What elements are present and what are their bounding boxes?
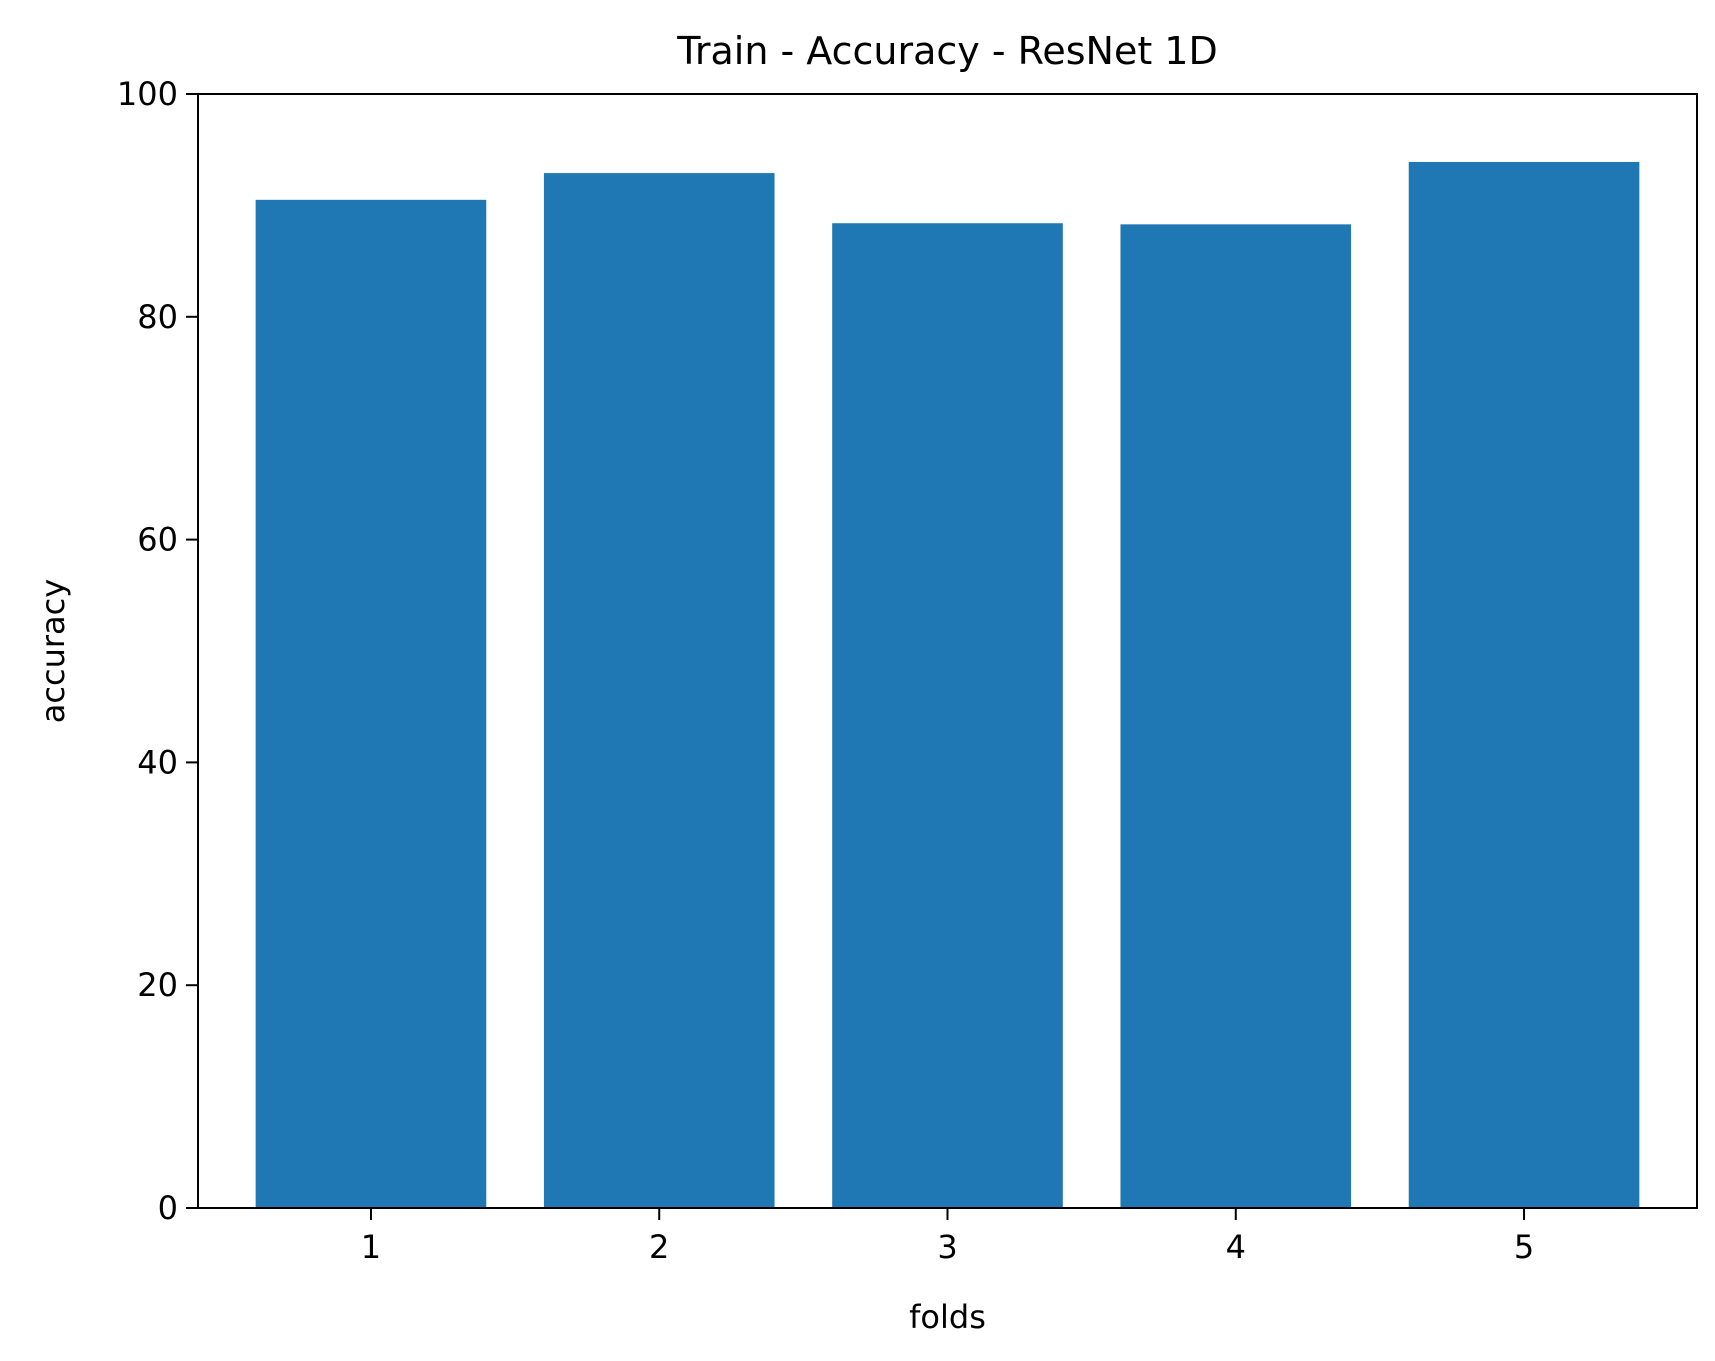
y-tick-label: 100 <box>117 75 178 113</box>
y-tick-label: 80 <box>137 298 178 336</box>
x-axis-ticks: 1 2 3 4 5 <box>361 1208 1534 1266</box>
x-tick-label: 3 <box>937 1228 957 1266</box>
bar-fold-3 <box>832 223 1063 1208</box>
bar-fold-2 <box>543 173 775 1208</box>
chart-title: Train - Accuracy - ResNet 1D <box>676 29 1218 73</box>
y-tick-label: 20 <box>137 966 178 1004</box>
x-tick-label: 5 <box>1514 1228 1534 1266</box>
x-axis-label: folds <box>909 1298 986 1336</box>
x-tick-label: 1 <box>361 1228 381 1266</box>
x-tick-label: 4 <box>1226 1228 1246 1266</box>
y-axis-ticks: 0 20 40 60 80 100 <box>117 75 198 1227</box>
bar-fold-5 <box>1408 161 1640 1209</box>
x-tick-label: 2 <box>649 1228 669 1266</box>
y-tick-label: 60 <box>137 521 178 559</box>
y-tick-label: 0 <box>158 1189 178 1227</box>
y-tick-label: 40 <box>137 743 178 781</box>
bar-fold-1 <box>255 199 487 1208</box>
y-axis-label: accuracy <box>34 579 72 723</box>
bar-fold-4 <box>1120 224 1352 1208</box>
bars-group <box>255 161 1640 1209</box>
